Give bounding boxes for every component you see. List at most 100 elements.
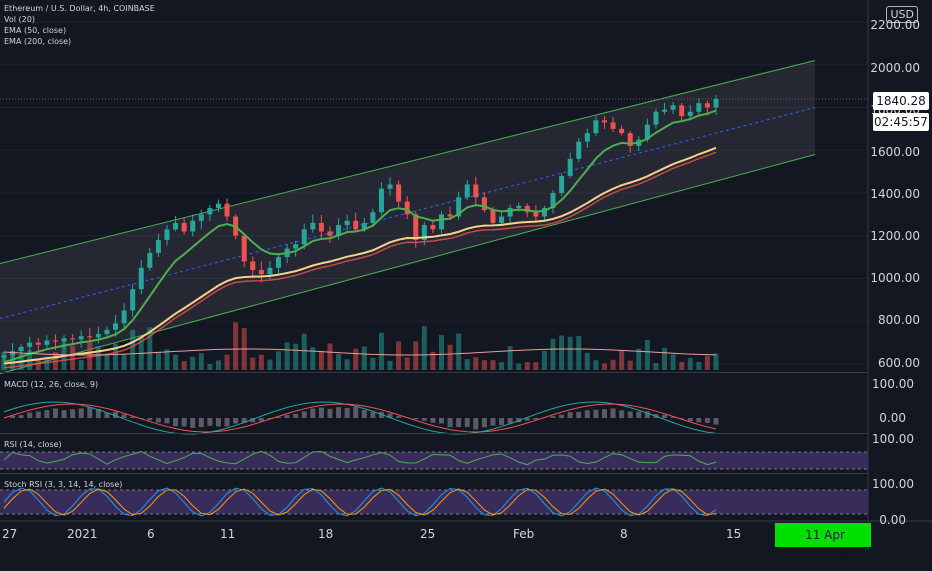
macd-histogram-bar — [44, 410, 49, 418]
candle-body — [396, 184, 401, 201]
volume-bar — [653, 363, 658, 370]
candle-body — [696, 103, 701, 112]
macd-histogram-bar — [551, 416, 556, 418]
candle-body — [705, 103, 710, 107]
candle-body — [302, 229, 307, 244]
volume-bar — [182, 361, 187, 370]
time-axis-label: 25 — [420, 527, 435, 541]
macd-histogram-bar — [216, 418, 221, 426]
macd-histogram-bar — [345, 408, 350, 418]
volume-bar — [602, 363, 607, 370]
volume-bar — [636, 349, 641, 370]
candle-body — [147, 253, 152, 268]
candle-body — [370, 212, 375, 223]
pane-divider[interactable] — [0, 473, 868, 474]
candle-body — [113, 323, 118, 329]
candle-body — [653, 112, 658, 125]
volume-bar — [96, 346, 101, 370]
macd-histogram-bar — [430, 418, 435, 423]
macd-histogram-bar — [19, 415, 24, 418]
macd-histogram-bar — [370, 412, 375, 418]
bar-countdown-tag: 02:45:57 — [873, 113, 929, 131]
macd-histogram-bar — [122, 414, 127, 418]
rsi-axis-100: 100.00 — [872, 432, 914, 446]
macd-histogram-bar — [182, 418, 187, 427]
volume-bar — [714, 353, 719, 370]
candle-body — [130, 289, 135, 310]
volume-bar — [310, 347, 315, 370]
macd-histogram-bar — [190, 418, 195, 428]
volume-bar — [405, 357, 410, 370]
macd-histogram-bar — [53, 408, 58, 418]
macd-histogram-bar — [164, 418, 169, 423]
price-axis-label: 1600.00 — [870, 145, 920, 159]
volume-bar — [508, 346, 513, 370]
candle-body — [190, 221, 195, 232]
macd-histogram-bar — [568, 412, 573, 418]
pane-divider[interactable] — [0, 372, 868, 373]
candle-body — [413, 214, 418, 240]
pane-divider[interactable] — [0, 433, 868, 434]
candle-body — [602, 120, 607, 122]
macd-histogram-bar — [87, 407, 92, 418]
volume-bar — [199, 353, 204, 370]
candle-body — [36, 343, 41, 345]
candle-body — [533, 212, 538, 216]
volume-bar — [156, 352, 161, 370]
volume-bar — [568, 337, 573, 370]
rsi-legend: RSI (14, close) — [4, 439, 62, 450]
volume-bar — [70, 346, 75, 370]
symbol-legend[interactable]: Ethereum / U.S. Dollar, 4h, COINBASE Vol… — [4, 3, 155, 47]
candle-body — [310, 223, 315, 229]
candle-body — [207, 208, 212, 214]
volume-bar — [302, 334, 307, 370]
stochrsi-band — [0, 490, 868, 514]
macd-histogram-bar — [482, 418, 487, 427]
volume-bar — [233, 322, 238, 370]
candle-body — [242, 236, 247, 262]
macd-histogram-bar — [456, 418, 461, 427]
volume-bar — [388, 361, 393, 370]
volume-bar — [465, 359, 470, 370]
time-axis-label: 2021 — [67, 527, 98, 541]
volume-bar — [611, 360, 616, 370]
macd-histogram-bar — [619, 410, 624, 418]
volume-bar — [79, 360, 84, 370]
volume-bar — [336, 354, 341, 370]
macd-histogram-bar — [319, 408, 324, 418]
candle-body — [465, 184, 470, 197]
volume-bar — [259, 355, 264, 370]
volume-bar — [533, 362, 538, 370]
volume-bar — [542, 351, 547, 370]
time-axis-label: Feb — [513, 527, 534, 541]
volume-bar — [130, 330, 135, 370]
candle-body — [156, 240, 161, 253]
candle-body — [585, 133, 590, 142]
macd-histogram-bar — [490, 418, 495, 426]
candle-body — [327, 231, 332, 235]
candle-body — [568, 159, 573, 176]
price-chart-canvas[interactable] — [0, 0, 932, 550]
symbol-title: Ethereum / U.S. Dollar, 4h, COINBASE — [4, 3, 155, 14]
candle-body — [79, 336, 84, 339]
candle-body — [70, 338, 75, 339]
macd-histogram-bar — [559, 415, 564, 418]
candle-body — [319, 223, 324, 232]
volume-bar — [164, 349, 169, 370]
volume-bar — [679, 362, 684, 370]
candle-body — [439, 214, 444, 229]
ema200-legend: EMA (200, close) — [4, 36, 155, 47]
candle-body — [688, 112, 693, 116]
volume-bar — [619, 351, 624, 370]
macd-histogram-bar — [714, 418, 719, 425]
candle-body — [593, 120, 598, 133]
volume-bar — [319, 351, 324, 370]
candle-body — [87, 336, 92, 337]
macd-histogram-bar — [593, 410, 598, 418]
macd-legend: MACD (12, 26, close, 9) — [4, 379, 98, 390]
macd-histogram-bar — [628, 411, 633, 418]
volume-bar — [216, 360, 221, 370]
candle-body — [619, 129, 624, 133]
volume-bar — [276, 351, 281, 370]
